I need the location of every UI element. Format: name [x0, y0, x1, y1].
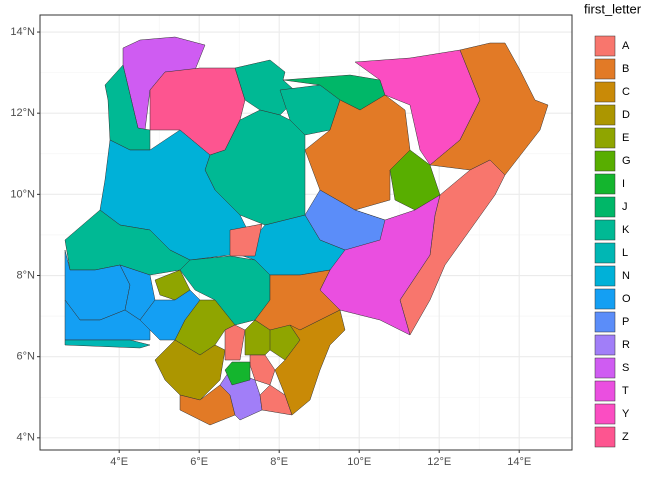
legend-key [594, 311, 616, 333]
y-tick-label: 8°N [17, 269, 36, 281]
legend-key [594, 219, 616, 241]
legend-label: S [622, 362, 629, 374]
y-tick-label: 6°N [17, 351, 36, 363]
legend-key [594, 334, 616, 356]
x-tick-label: 8°E [270, 456, 288, 468]
legend-label: R [622, 339, 630, 351]
x-tick-label: 12°E [427, 456, 451, 468]
legend-key [594, 403, 616, 425]
state-region [154, 339, 226, 401]
x-tick-label: 14°E [507, 456, 531, 468]
legend-label: E [622, 132, 629, 144]
state-region [64, 339, 151, 349]
legend-label: I [622, 178, 625, 190]
legend-key [594, 127, 616, 149]
state-region [429, 42, 549, 176]
legend-label: Z [622, 431, 629, 443]
legend-key [594, 357, 616, 379]
panel-border [39, 14, 573, 451]
legend-label: A [622, 40, 630, 52]
legend-key [594, 288, 616, 310]
legend-key [594, 81, 616, 103]
y-tick-label: 12°N [10, 107, 35, 119]
x-tick-label: 4°E [110, 456, 128, 468]
y-tick-label: 10°N [10, 188, 35, 200]
legend-key [594, 380, 616, 402]
legend-key [594, 426, 616, 448]
legend-label: J [622, 201, 628, 213]
state-region [229, 223, 263, 257]
legend-key [594, 265, 616, 287]
legend-key [594, 104, 616, 126]
legend-label: N [622, 270, 630, 282]
state-region [274, 309, 346, 416]
legend-label: B [622, 63, 629, 75]
legend-label: D [622, 109, 630, 121]
legend-key [594, 173, 616, 195]
x-tick-label: 10°E [347, 456, 371, 468]
legend-key [594, 196, 616, 218]
legend-label: P [622, 316, 629, 328]
y-tick-label: 4°N [17, 432, 36, 444]
legend-label: L [622, 247, 628, 259]
x-tick-label: 6°E [190, 456, 208, 468]
plot-panel [40, 15, 572, 450]
legend-label: T [622, 385, 629, 397]
legend-key [594, 58, 616, 80]
state-region [224, 361, 251, 386]
y-tick-label: 14°N [10, 26, 35, 38]
legend-key [594, 35, 616, 57]
legend-key [594, 150, 616, 172]
legend-label: K [622, 224, 630, 236]
legend-title: first_letter [584, 1, 642, 16]
legend-label: G [622, 155, 631, 167]
legend-key [594, 242, 616, 264]
legend-label: Y [622, 408, 630, 420]
legend-label: O [622, 293, 631, 305]
legend-label: C [622, 86, 630, 98]
state-region [224, 324, 246, 361]
